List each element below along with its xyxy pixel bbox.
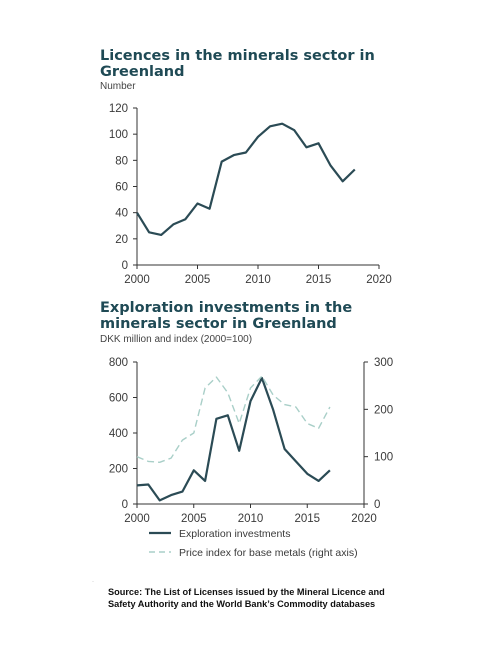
chart-1-title: Licences in the minerals sector in Green… xyxy=(100,48,375,80)
y2-tick-label: 0 xyxy=(374,499,380,511)
y-tick-label: 600 xyxy=(109,393,128,405)
x-tick-label: 2020 xyxy=(366,274,392,286)
x-tick-label: 2010 xyxy=(238,513,264,525)
x-tick-label: 2000 xyxy=(124,274,150,286)
exploration-investments-line xyxy=(136,376,331,502)
y-tick-label: 20 xyxy=(115,234,128,246)
chart-1-y-axis-label: Number xyxy=(100,81,136,92)
source-note: Source: The List of Licenses issued by t… xyxy=(108,587,385,609)
chart-2-y-axis-label: DKK million and index (2000=100) xyxy=(100,334,253,345)
licences-line xyxy=(136,122,356,236)
x-tick-label: 2005 xyxy=(181,513,207,525)
y-tick-label: 0 xyxy=(122,499,128,511)
y2-tick-label: 100 xyxy=(374,452,393,464)
y-tick-label: 200 xyxy=(109,464,128,476)
y-tick-label: 80 xyxy=(115,155,128,167)
y-tick-label: 40 xyxy=(115,208,128,220)
x-tick-label: 2000 xyxy=(124,513,150,525)
source-bullet: · xyxy=(92,579,94,585)
y-tick-label: 0 xyxy=(122,260,128,272)
chart-2-title: Exploration investments in the minerals … xyxy=(100,300,353,332)
legend-label: Price index for base metals (right axis) xyxy=(179,547,358,559)
x-tick-label: 2020 xyxy=(351,513,377,525)
y-tick-label: 100 xyxy=(109,129,128,141)
y-tick-label: 800 xyxy=(109,357,128,369)
y-tick-label: 400 xyxy=(109,428,128,440)
y-tick-label: 60 xyxy=(115,182,128,194)
y2-tick-label: 300 xyxy=(374,357,393,369)
x-tick-label: 2010 xyxy=(245,274,271,286)
x-tick-label: 2005 xyxy=(185,274,211,286)
legend-label: Exploration investments xyxy=(179,528,290,540)
y-tick-label: 120 xyxy=(109,103,128,115)
x-tick-label: 2015 xyxy=(294,513,320,525)
price-index-line xyxy=(136,375,331,463)
y2-tick-label: 200 xyxy=(374,404,393,416)
x-tick-label: 2015 xyxy=(306,274,332,286)
